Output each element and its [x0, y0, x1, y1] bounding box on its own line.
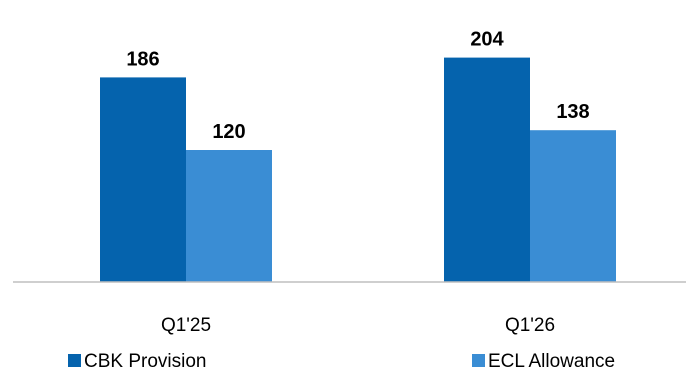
bar-ecl-allowance-q1-25 [186, 150, 272, 282]
legend-label-cbk-provision: CBK Provision [84, 351, 207, 372]
value-labels-layer: 186 120 204 138 [126, 29, 589, 143]
x-tick-labels-layer: Q1'25 Q1'26 [161, 315, 555, 336]
value-label-ecl-allowance-q1-26: 138 [556, 101, 589, 123]
value-label-ecl-allowance-q1-25: 120 [212, 121, 245, 143]
bar-ecl-allowance-q1-26 [530, 130, 616, 282]
value-label-cbk-provision-q1-26: 204 [470, 29, 504, 51]
x-tick-label-q1-26: Q1'26 [505, 315, 555, 336]
legend-item-cbk-provision: CBK Provision [68, 351, 207, 372]
legend-label-ecl-allowance: ECL Allowance [488, 351, 615, 372]
value-label-cbk-provision-q1-25: 186 [126, 48, 159, 70]
bar-cbk-provision-q1-25 [100, 77, 186, 283]
legend: CBK Provision ECL Allowance [68, 351, 615, 372]
bars-layer [100, 57, 616, 283]
bar-cbk-provision-q1-26 [444, 57, 530, 282]
legend-item-ecl-allowance: ECL Allowance [472, 351, 615, 372]
legend-swatch-cbk-provision [68, 354, 81, 367]
legend-swatch-ecl-allowance [472, 354, 485, 367]
x-tick-label-q1-25: Q1'25 [161, 315, 211, 336]
